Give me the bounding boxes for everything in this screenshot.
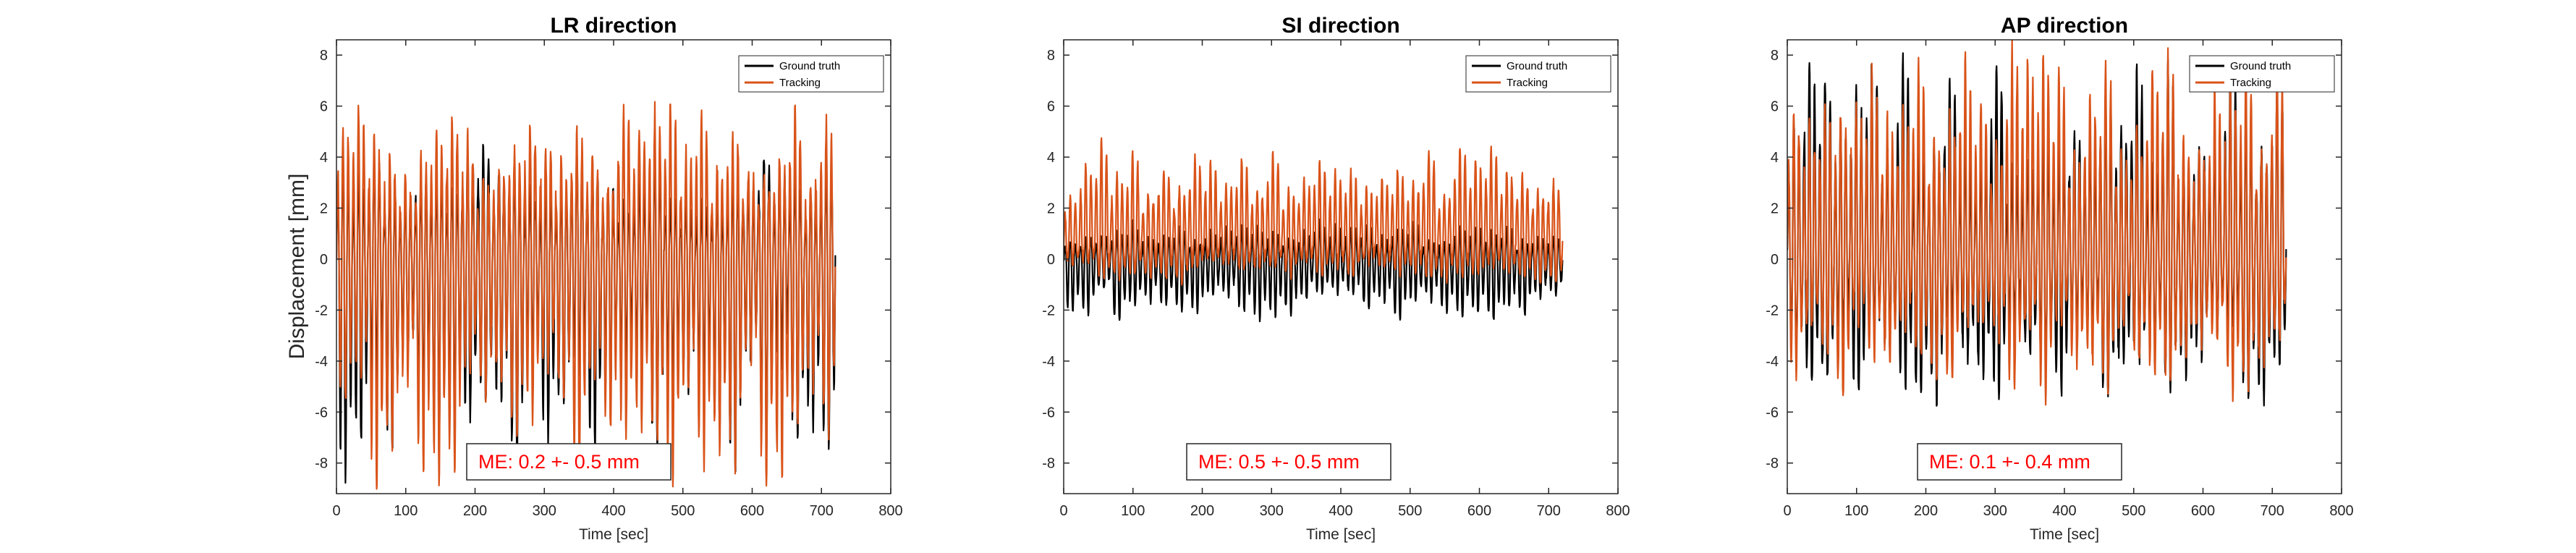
- x-tick-label: 200: [1914, 503, 1938, 519]
- y-tick-label: 8: [1771, 48, 1779, 64]
- legend-label-ground-truth: Ground truth: [2230, 60, 2291, 72]
- x-tick-label: 600: [2191, 503, 2215, 519]
- panel-title: SI direction: [1281, 14, 1399, 38]
- annotation-text: ME: 0.2 +- 0.5 mm: [478, 451, 640, 473]
- annotation-box: ME: 0.2 +- 0.5 mm: [466, 443, 671, 481]
- annotation-frame: [1186, 443, 1391, 481]
- x-tick-label: 800: [878, 503, 902, 519]
- legend-label-tracking: Tracking: [779, 77, 821, 89]
- y-tick-label: -6: [315, 405, 328, 421]
- y-tick-label: -4: [1766, 354, 1779, 370]
- annotation-text: ME: 0.1 +- 0.4 mm: [1929, 451, 2090, 473]
- annotation-frame: [466, 443, 671, 481]
- y-tick-label: -8: [1042, 456, 1055, 472]
- y-tick-label: 0: [1047, 252, 1055, 268]
- x-tick-label: 700: [810, 503, 834, 519]
- y-tick-label: 8: [320, 48, 328, 64]
- x-tick-label: 800: [2329, 503, 2353, 519]
- legend-box: [1465, 55, 1611, 93]
- y-tick-label: 6: [320, 99, 328, 115]
- y-tick-label: -2: [1042, 303, 1055, 318]
- legend-label-ground-truth: Ground truth: [1507, 60, 1567, 72]
- y-tick-label: 4: [1047, 150, 1055, 166]
- y-tick-label: -4: [315, 354, 328, 370]
- legend-label-tracking: Tracking: [1507, 77, 1548, 89]
- legend-box: [2189, 55, 2335, 93]
- plot-area: 0 100 200 300 400 500 600 700 800 -8 -6 -4 -2 0 2 4 6 8: [315, 39, 903, 519]
- panel-title: AP direction: [2001, 14, 2128, 38]
- x-tick-label: 0: [1059, 503, 1067, 519]
- legend: Ground truth Tracking: [738, 55, 884, 93]
- x-tick-label: 100: [1121, 503, 1145, 519]
- legend-label-tracking: Tracking: [2230, 77, 2271, 89]
- y-tick-label: -8: [1766, 456, 1779, 472]
- panel-ap: AP direction 0 100 200 300 400 500 600 700 800 -8…: [1766, 14, 2353, 543]
- y-tick-label: 2: [320, 200, 328, 216]
- x-tick-label: 500: [2122, 503, 2145, 519]
- x-tick-label: 700: [2261, 503, 2284, 519]
- x-tick-label: 400: [2052, 503, 2076, 519]
- y-tick-label: -2: [1766, 303, 1779, 318]
- panel-lr: LR direction 0 100 200 300 400 500 600 700 800 -8…: [285, 14, 903, 543]
- x-tick-label: 600: [740, 503, 764, 519]
- x-tick-label: 300: [533, 503, 556, 519]
- y-tick-label: 6: [1047, 99, 1055, 115]
- legend-label-ground-truth: Ground truth: [779, 60, 840, 72]
- plot-area: 0 100 200 300 400 500 600 700 800 -8 -6 -4 -2 0 2 4 6 8: [1766, 39, 2354, 519]
- panel-title: LR direction: [550, 14, 677, 38]
- y-tick-label: -2: [315, 303, 328, 318]
- y-tick-label: 8: [1047, 48, 1055, 64]
- y-tick-label: -6: [1766, 405, 1779, 421]
- annotation-text: ME: 0.5 +- 0.5 mm: [1198, 451, 1360, 473]
- y-tick-label: 2: [1047, 200, 1055, 216]
- x-tick-label: 200: [463, 503, 487, 519]
- x-tick-label: 0: [1783, 503, 1791, 519]
- annotation-box: ME: 0.1 +- 0.4 mm: [1917, 443, 2122, 481]
- x-axis-label: Time [sec]: [579, 526, 648, 543]
- x-tick-label: 800: [1606, 503, 1630, 519]
- y-tick-label: -8: [315, 456, 328, 472]
- x-tick-label: 0: [332, 503, 340, 519]
- legend-box: [738, 55, 884, 93]
- y-tick-label: 0: [1771, 252, 1779, 268]
- series-line-tracking: [1787, 40, 2287, 406]
- x-tick-label: 400: [1329, 503, 1352, 519]
- x-tick-label: 600: [1467, 503, 1491, 519]
- series-line-tracking: [336, 101, 836, 490]
- y-tick-label: 2: [1771, 200, 1779, 216]
- x-tick-label: 300: [1983, 503, 2007, 519]
- annotation-box: ME: 0.5 +- 0.5 mm: [1186, 443, 1391, 481]
- y-tick-label: 4: [1771, 150, 1779, 166]
- legend: Ground truth Tracking: [1465, 55, 1611, 93]
- legend: Ground truth Tracking: [2189, 55, 2335, 93]
- x-tick-label: 500: [1398, 503, 1422, 519]
- y-tick-label: 0: [320, 252, 328, 268]
- series-line-tracking: [1064, 137, 1564, 286]
- x-axis-label: Time [sec]: [1306, 526, 1376, 543]
- y-tick-label: 4: [320, 150, 328, 166]
- x-tick-label: 300: [1260, 503, 1284, 519]
- x-tick-label: 700: [1537, 503, 1561, 519]
- x-tick-label: 400: [601, 503, 625, 519]
- panel-si: SI direction 0 100 200 300 400 500 600 700 800 -8…: [1042, 14, 1630, 543]
- x-axis-label: Time [sec]: [2030, 526, 2099, 543]
- y-tick-label: 6: [1771, 99, 1779, 115]
- annotation-frame: [1917, 443, 2122, 481]
- x-tick-label: 200: [1190, 503, 1214, 519]
- x-tick-label: 100: [1844, 503, 1868, 519]
- x-tick-label: 100: [394, 503, 418, 519]
- y-tick-label: -4: [1042, 354, 1055, 370]
- y-axis-label: Displacement [mm]: [285, 174, 309, 360]
- y-tick-label: -6: [1042, 405, 1055, 421]
- plot-area: 0 100 200 300 400 500 600 700 800 -8 -6 -4 -2 0 2 4 6 8: [1042, 39, 1630, 519]
- x-tick-label: 500: [671, 503, 695, 519]
